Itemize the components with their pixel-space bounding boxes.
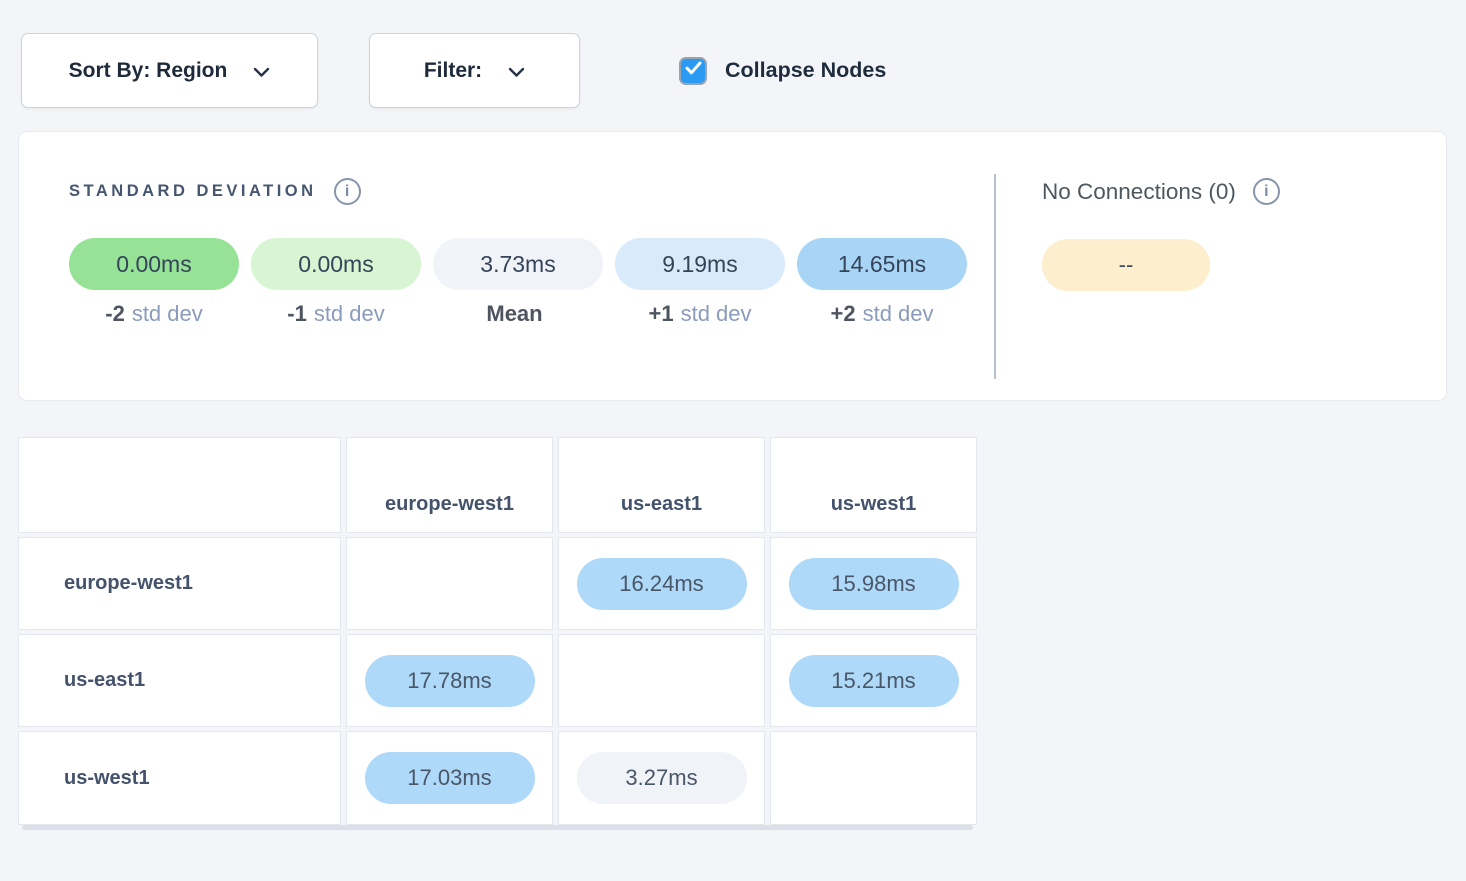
std-deviation-title: STANDARD DEVIATION xyxy=(69,182,317,200)
info-icon[interactable]: i xyxy=(1252,178,1280,205)
legend-label: Mean xyxy=(486,301,543,326)
sort-by-select[interactable]: Sort By: Region xyxy=(21,33,318,108)
legend-pill: 9.19ms xyxy=(615,238,785,290)
matrix-cell-europe-west1-us-east1: 16.24ms xyxy=(558,537,765,630)
legend-label: -2 std dev xyxy=(105,301,203,326)
std-deviation-scale: 0.00ms -2 std dev 0.00ms -1 std dev 3.73… xyxy=(69,238,994,327)
legend-item-minus2: 0.00ms -2 std dev xyxy=(69,238,239,327)
matrix-col-header-europe-west1: europe-west1 xyxy=(346,437,553,533)
filter-select[interactable]: Filter: xyxy=(369,33,580,108)
latency-pill[interactable]: 15.98ms xyxy=(788,557,959,610)
legend-item-mean: 3.73ms Mean xyxy=(433,238,603,327)
matrix-cell-europe-west1-europe-west1 xyxy=(346,537,553,630)
sort-by-label: Sort By: Region xyxy=(68,58,228,82)
no-connections-title: No Connections (0) xyxy=(1042,178,1236,204)
latency-pill[interactable]: 3.27ms xyxy=(576,752,747,804)
legend-card: STANDARD DEVIATION i 0.00ms -2 std dev 0… xyxy=(18,131,1447,401)
info-icon[interactable]: i xyxy=(333,178,361,205)
matrix-cell-us-east1-us-east1 xyxy=(558,634,765,727)
latency-pill[interactable]: 16.24ms xyxy=(576,557,747,610)
latency-pill[interactable]: 17.78ms xyxy=(364,654,535,707)
collapse-nodes-checkbox[interactable] xyxy=(679,56,707,85)
matrix-cell-us-east1-europe-west1: 17.78ms xyxy=(346,634,553,727)
matrix-col-header-us-east1: us-east1 xyxy=(558,437,765,533)
legend-pill: 14.65ms xyxy=(797,238,967,290)
no-connections-section: No Connections (0) i -- xyxy=(994,132,1280,400)
legend-pill: 3.73ms xyxy=(433,238,603,290)
collapse-nodes-control[interactable]: Collapse Nodes xyxy=(679,56,887,85)
chevron-down-icon xyxy=(508,60,525,84)
matrix-row-header-us-east1: us-east1 xyxy=(18,634,341,727)
legend-divider xyxy=(994,174,996,379)
legend-label: +1 std dev xyxy=(648,301,752,326)
matrix-cell-us-west1-us-east1: 3.27ms xyxy=(558,731,765,825)
latency-pill[interactable]: 15.21ms xyxy=(788,654,959,707)
toolbar: Sort By: Region Filter: Collapse Nodes xyxy=(21,33,1466,108)
filter-label: Filter: xyxy=(423,58,483,82)
latency-matrix: europe-west1 us-east1 us-west1 europe-we… xyxy=(18,437,977,825)
no-connections-pill: -- xyxy=(1042,239,1210,291)
matrix-col-header-us-west1: us-west1 xyxy=(770,437,977,533)
matrix-cell-us-west1-us-west1 xyxy=(770,731,977,825)
matrix-cell-us-west1-europe-west1: 17.03ms xyxy=(346,731,553,825)
matrix-scrollbar-track[interactable] xyxy=(22,825,973,830)
legend-label: +2 std dev xyxy=(830,301,934,326)
legend-pill: 0.00ms xyxy=(251,238,421,290)
legend-item-plus2: 14.65ms +2 std dev xyxy=(797,238,967,327)
matrix-corner-cell xyxy=(18,437,341,533)
matrix-row-header-us-west1: us-west1 xyxy=(18,731,341,825)
collapse-nodes-label: Collapse Nodes xyxy=(725,58,887,82)
legend-pill: 0.00ms xyxy=(69,238,239,290)
matrix-row-header-europe-west1: europe-west1 xyxy=(18,537,341,630)
legend-item-plus1: 9.19ms +1 std dev xyxy=(615,238,785,327)
legend-item-minus1: 0.00ms -1 std dev xyxy=(251,238,421,327)
std-deviation-section: STANDARD DEVIATION i 0.00ms -2 std dev 0… xyxy=(19,132,994,400)
checkmark-icon xyxy=(685,61,702,80)
matrix-cell-us-east1-us-west1: 15.21ms xyxy=(770,634,977,727)
latency-pill[interactable]: 17.03ms xyxy=(364,752,535,804)
matrix-cell-europe-west1-us-west1: 15.98ms xyxy=(770,537,977,630)
legend-label: -1 std dev xyxy=(287,301,385,326)
chevron-down-icon xyxy=(253,60,270,84)
